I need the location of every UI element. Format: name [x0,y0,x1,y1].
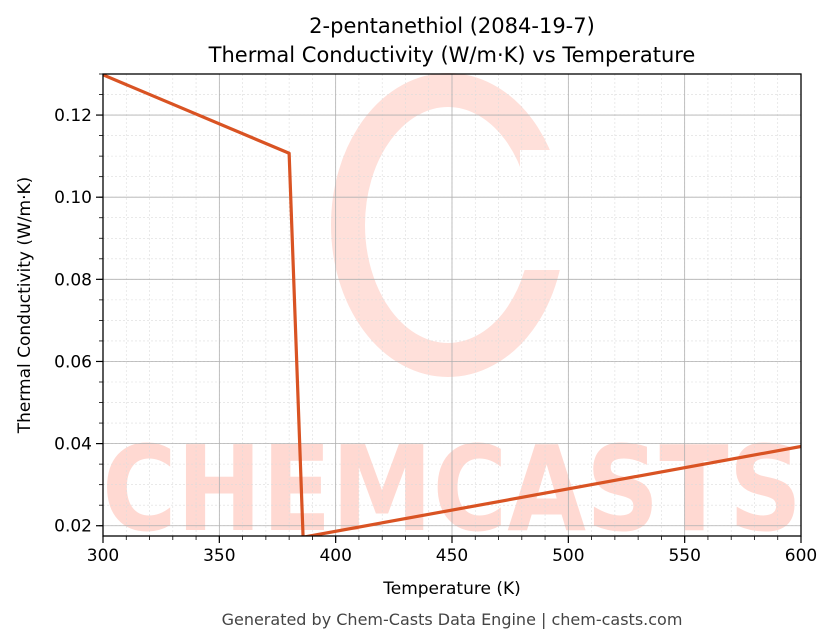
footer-credit: Generated by Chem-Casts Data Engine | ch… [222,610,683,629]
x-tick-label: 350 [203,546,235,566]
series-layer [103,74,801,536]
x-axis: 300 350 400 450 500 550 600 [87,536,817,566]
x-tick-label: 400 [319,546,351,566]
x-tick-label: 500 [552,546,584,566]
y-tick-label: 0.12 [54,106,92,126]
x-tick-label: 600 [785,546,817,566]
y-axis-label: Thermal Conductivity (W/m·K) [15,177,35,435]
chart-subtitle: Thermal Conductivity (W/m·K) vs Temperat… [208,43,696,67]
grid-major [102,74,802,536]
x-tick-label: 550 [668,546,700,566]
y-tick-label: 0.08 [54,270,92,290]
y-tick-label: 0.02 [54,517,92,537]
x-tick-label: 300 [87,546,119,566]
chart-title: 2-pentanethiol (2084-19-7) [309,14,595,38]
series-line [103,74,801,536]
x-tick-label: 450 [436,546,468,566]
y-axis: 0.02 0.04 0.06 0.08 0.10 0.12 [54,73,103,537]
x-axis-label: Temperature (K) [382,579,521,599]
y-tick-label: 0.06 [54,352,92,372]
y-tick-label: 0.10 [54,188,92,208]
watermark-logo-ring [331,73,565,377]
y-tick-label: 0.04 [54,435,92,455]
